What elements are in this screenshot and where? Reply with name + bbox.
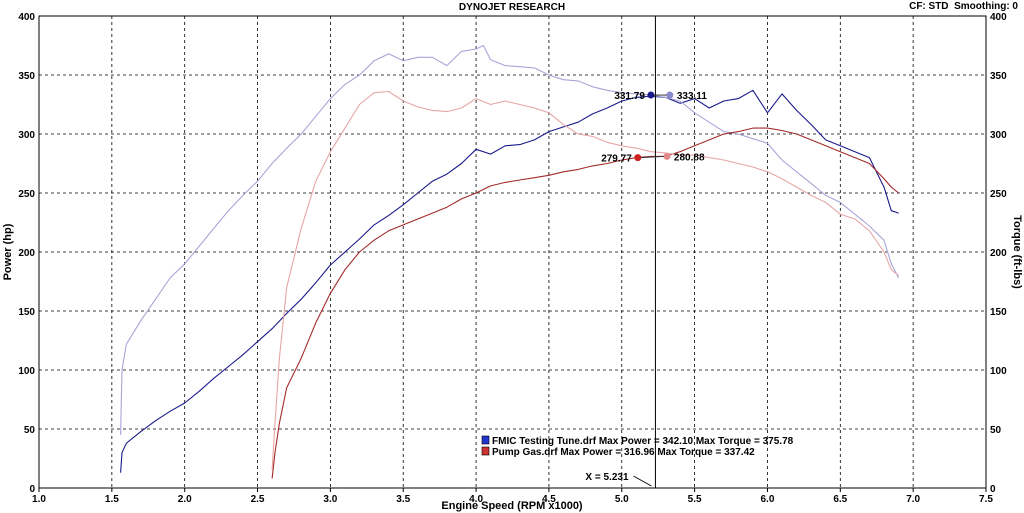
x-axis-label: Engine Speed (RPM x1000): [441, 500, 583, 512]
marker-dot: [663, 152, 671, 160]
y-tick-label-right: 100: [990, 366, 1007, 377]
x-tick-label: 5.5: [688, 494, 702, 505]
marker-connector: [640, 155, 664, 159]
y-tick-label-right: 50: [990, 425, 1002, 436]
marker-dot: [634, 154, 642, 162]
y-tick-label-left: 100: [18, 366, 35, 377]
y-tick-label-right: 250: [990, 189, 1007, 200]
y-tick-label-right: 150: [990, 307, 1007, 318]
axes: 1.0 1.5 2.0 2.5 3.0 3.5 4.0 4.5 5.0 5.5 6.0 6.5 7.0 7…: [2, 12, 1023, 505]
smoothing-label: Smoothing: 0: [954, 1, 1018, 12]
x-tick-label: 7.0: [906, 494, 920, 505]
x-tick-label: 3.0: [323, 494, 337, 505]
x-tick-label: 4.0: [469, 494, 483, 505]
legend-swatch: [481, 435, 490, 445]
y-tick-label-right: 0: [990, 484, 996, 495]
y-axis-label-right: Torque (ft-lbs): [1011, 215, 1023, 289]
pump-torque-line: [271, 90, 899, 471]
cursor-value-label: X = 5.231: [585, 472, 629, 483]
x-tick-label: 6.5: [833, 494, 847, 505]
correction-info: CF: STD Smoothing: 0: [909, 1, 1018, 12]
x-tick-label: 1.0: [32, 494, 46, 505]
y-tick-label-left: 400: [18, 12, 35, 23]
x-tick-label: 1.5: [105, 494, 119, 505]
marker-value-label: 331.79: [614, 91, 645, 102]
value-markers: 331.79 333.11 279.77 280.88: [601, 91, 707, 165]
y-tick-label-left: 0: [29, 484, 35, 495]
marker-value-label: 280.88: [674, 152, 705, 163]
y-tick-label-left: 150: [18, 307, 35, 318]
x-tick-label: 4.5: [542, 494, 556, 505]
x-tick-label: 2.0: [178, 494, 192, 505]
x-tick-label: 2.5: [251, 494, 265, 505]
legend-entry: Pump Gas.drf Max Power = 316.96 Max Torq…: [492, 447, 755, 458]
fmic-power-line: [120, 89, 899, 473]
x-tick-label: 6.0: [761, 494, 775, 505]
grid: [38, 15, 987, 489]
y-tick-label-left: 50: [24, 425, 36, 436]
y-tick-label-right: 400: [990, 12, 1007, 23]
series-lines: [120, 44, 900, 479]
chart-title: DYNOJET RESEARCH: [458, 2, 566, 13]
y-tick-label-right: 300: [990, 130, 1007, 141]
y-tick-label-right: 200: [990, 248, 1007, 259]
cf-label: CF: STD: [909, 1, 949, 12]
marker-value-label: 279.77: [601, 154, 632, 165]
y-tick-label-left: 200: [18, 248, 35, 259]
marker-value-label: 333.11: [677, 91, 707, 102]
y-tick-label-left: 300: [18, 130, 35, 141]
x-tick-label: 7.5: [979, 494, 993, 505]
x-tick-label: 3.5: [396, 494, 410, 505]
fmic-torque-line: [120, 44, 900, 435]
y-tick-label-left: 350: [18, 71, 35, 82]
cursor-pointer: [633, 475, 652, 487]
legend-entry: FMIC Testing Tune.drf Max Power = 342.10…: [492, 436, 794, 447]
marker-dot: [647, 91, 655, 99]
pump-power-line: [271, 127, 899, 479]
y-tick-label-right: 350: [990, 71, 1007, 82]
y-tick-label-left: 250: [18, 189, 35, 200]
legend: FMIC Testing Tune.drf Max Power = 342.10…: [481, 435, 794, 458]
marker-dot: [666, 91, 674, 99]
legend-swatch: [481, 446, 490, 456]
y-axis-label-left: Power (hp): [2, 223, 14, 280]
x-tick-label: 5.0: [615, 494, 629, 505]
